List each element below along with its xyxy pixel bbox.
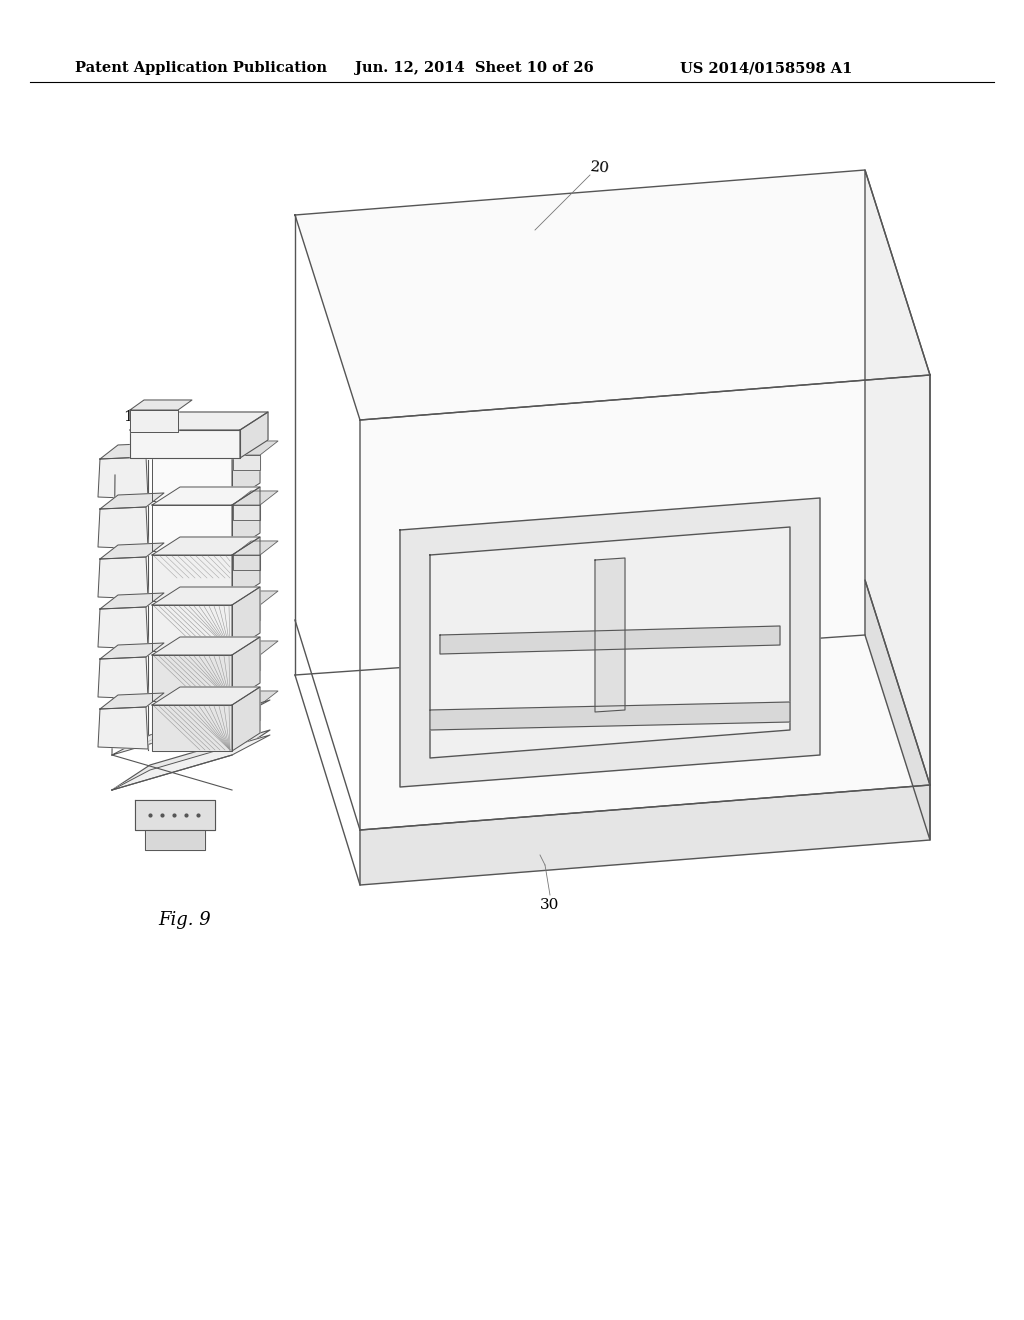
Polygon shape xyxy=(152,686,260,705)
Polygon shape xyxy=(233,642,278,655)
Polygon shape xyxy=(233,491,278,506)
Polygon shape xyxy=(233,605,260,620)
Polygon shape xyxy=(98,607,148,649)
Polygon shape xyxy=(152,487,260,506)
Polygon shape xyxy=(112,730,270,789)
Polygon shape xyxy=(130,400,193,411)
Polygon shape xyxy=(233,690,278,705)
Polygon shape xyxy=(152,705,232,751)
Polygon shape xyxy=(135,800,215,830)
Polygon shape xyxy=(98,507,148,549)
Polygon shape xyxy=(98,657,148,700)
Polygon shape xyxy=(865,170,930,785)
Polygon shape xyxy=(232,437,260,502)
Polygon shape xyxy=(295,170,930,420)
Polygon shape xyxy=(400,498,820,787)
Polygon shape xyxy=(240,412,268,458)
Polygon shape xyxy=(98,557,148,599)
Polygon shape xyxy=(232,487,260,550)
Polygon shape xyxy=(233,441,278,455)
Polygon shape xyxy=(152,605,232,651)
Polygon shape xyxy=(152,506,232,550)
Polygon shape xyxy=(152,537,260,554)
Polygon shape xyxy=(233,554,260,570)
Polygon shape xyxy=(112,735,270,789)
Polygon shape xyxy=(232,638,260,701)
Text: 30: 30 xyxy=(541,898,560,912)
Polygon shape xyxy=(100,593,164,609)
Text: Patent Application Publication: Patent Application Publication xyxy=(75,61,327,75)
Polygon shape xyxy=(430,702,790,730)
Polygon shape xyxy=(100,693,164,709)
Polygon shape xyxy=(232,686,260,751)
Polygon shape xyxy=(233,591,278,605)
Text: 20: 20 xyxy=(590,160,610,176)
Text: US 2014/0158598 A1: US 2014/0158598 A1 xyxy=(680,61,852,75)
Polygon shape xyxy=(112,700,270,755)
Polygon shape xyxy=(130,430,240,458)
Polygon shape xyxy=(100,643,164,659)
Polygon shape xyxy=(233,455,260,470)
Polygon shape xyxy=(233,655,260,671)
Polygon shape xyxy=(98,457,148,499)
Polygon shape xyxy=(865,579,930,840)
Polygon shape xyxy=(152,655,232,701)
Polygon shape xyxy=(145,830,205,850)
Polygon shape xyxy=(100,492,164,510)
Polygon shape xyxy=(98,708,148,748)
Polygon shape xyxy=(440,626,780,653)
Polygon shape xyxy=(152,638,260,655)
Polygon shape xyxy=(233,705,260,719)
Polygon shape xyxy=(152,554,232,601)
Polygon shape xyxy=(430,527,790,758)
Polygon shape xyxy=(100,543,164,558)
Polygon shape xyxy=(233,541,278,554)
Text: Jun. 12, 2014  Sheet 10 of 26: Jun. 12, 2014 Sheet 10 of 26 xyxy=(355,61,594,75)
Polygon shape xyxy=(100,444,164,459)
Polygon shape xyxy=(360,375,930,830)
Polygon shape xyxy=(152,587,260,605)
Polygon shape xyxy=(595,558,625,711)
Polygon shape xyxy=(233,506,260,520)
Polygon shape xyxy=(152,455,232,502)
Polygon shape xyxy=(232,537,260,601)
Polygon shape xyxy=(360,785,930,884)
Text: Fig. 9: Fig. 9 xyxy=(159,911,211,929)
Polygon shape xyxy=(232,587,260,651)
Polygon shape xyxy=(130,411,178,432)
Polygon shape xyxy=(130,412,268,430)
Polygon shape xyxy=(152,437,260,455)
Text: 10: 10 xyxy=(123,411,142,424)
